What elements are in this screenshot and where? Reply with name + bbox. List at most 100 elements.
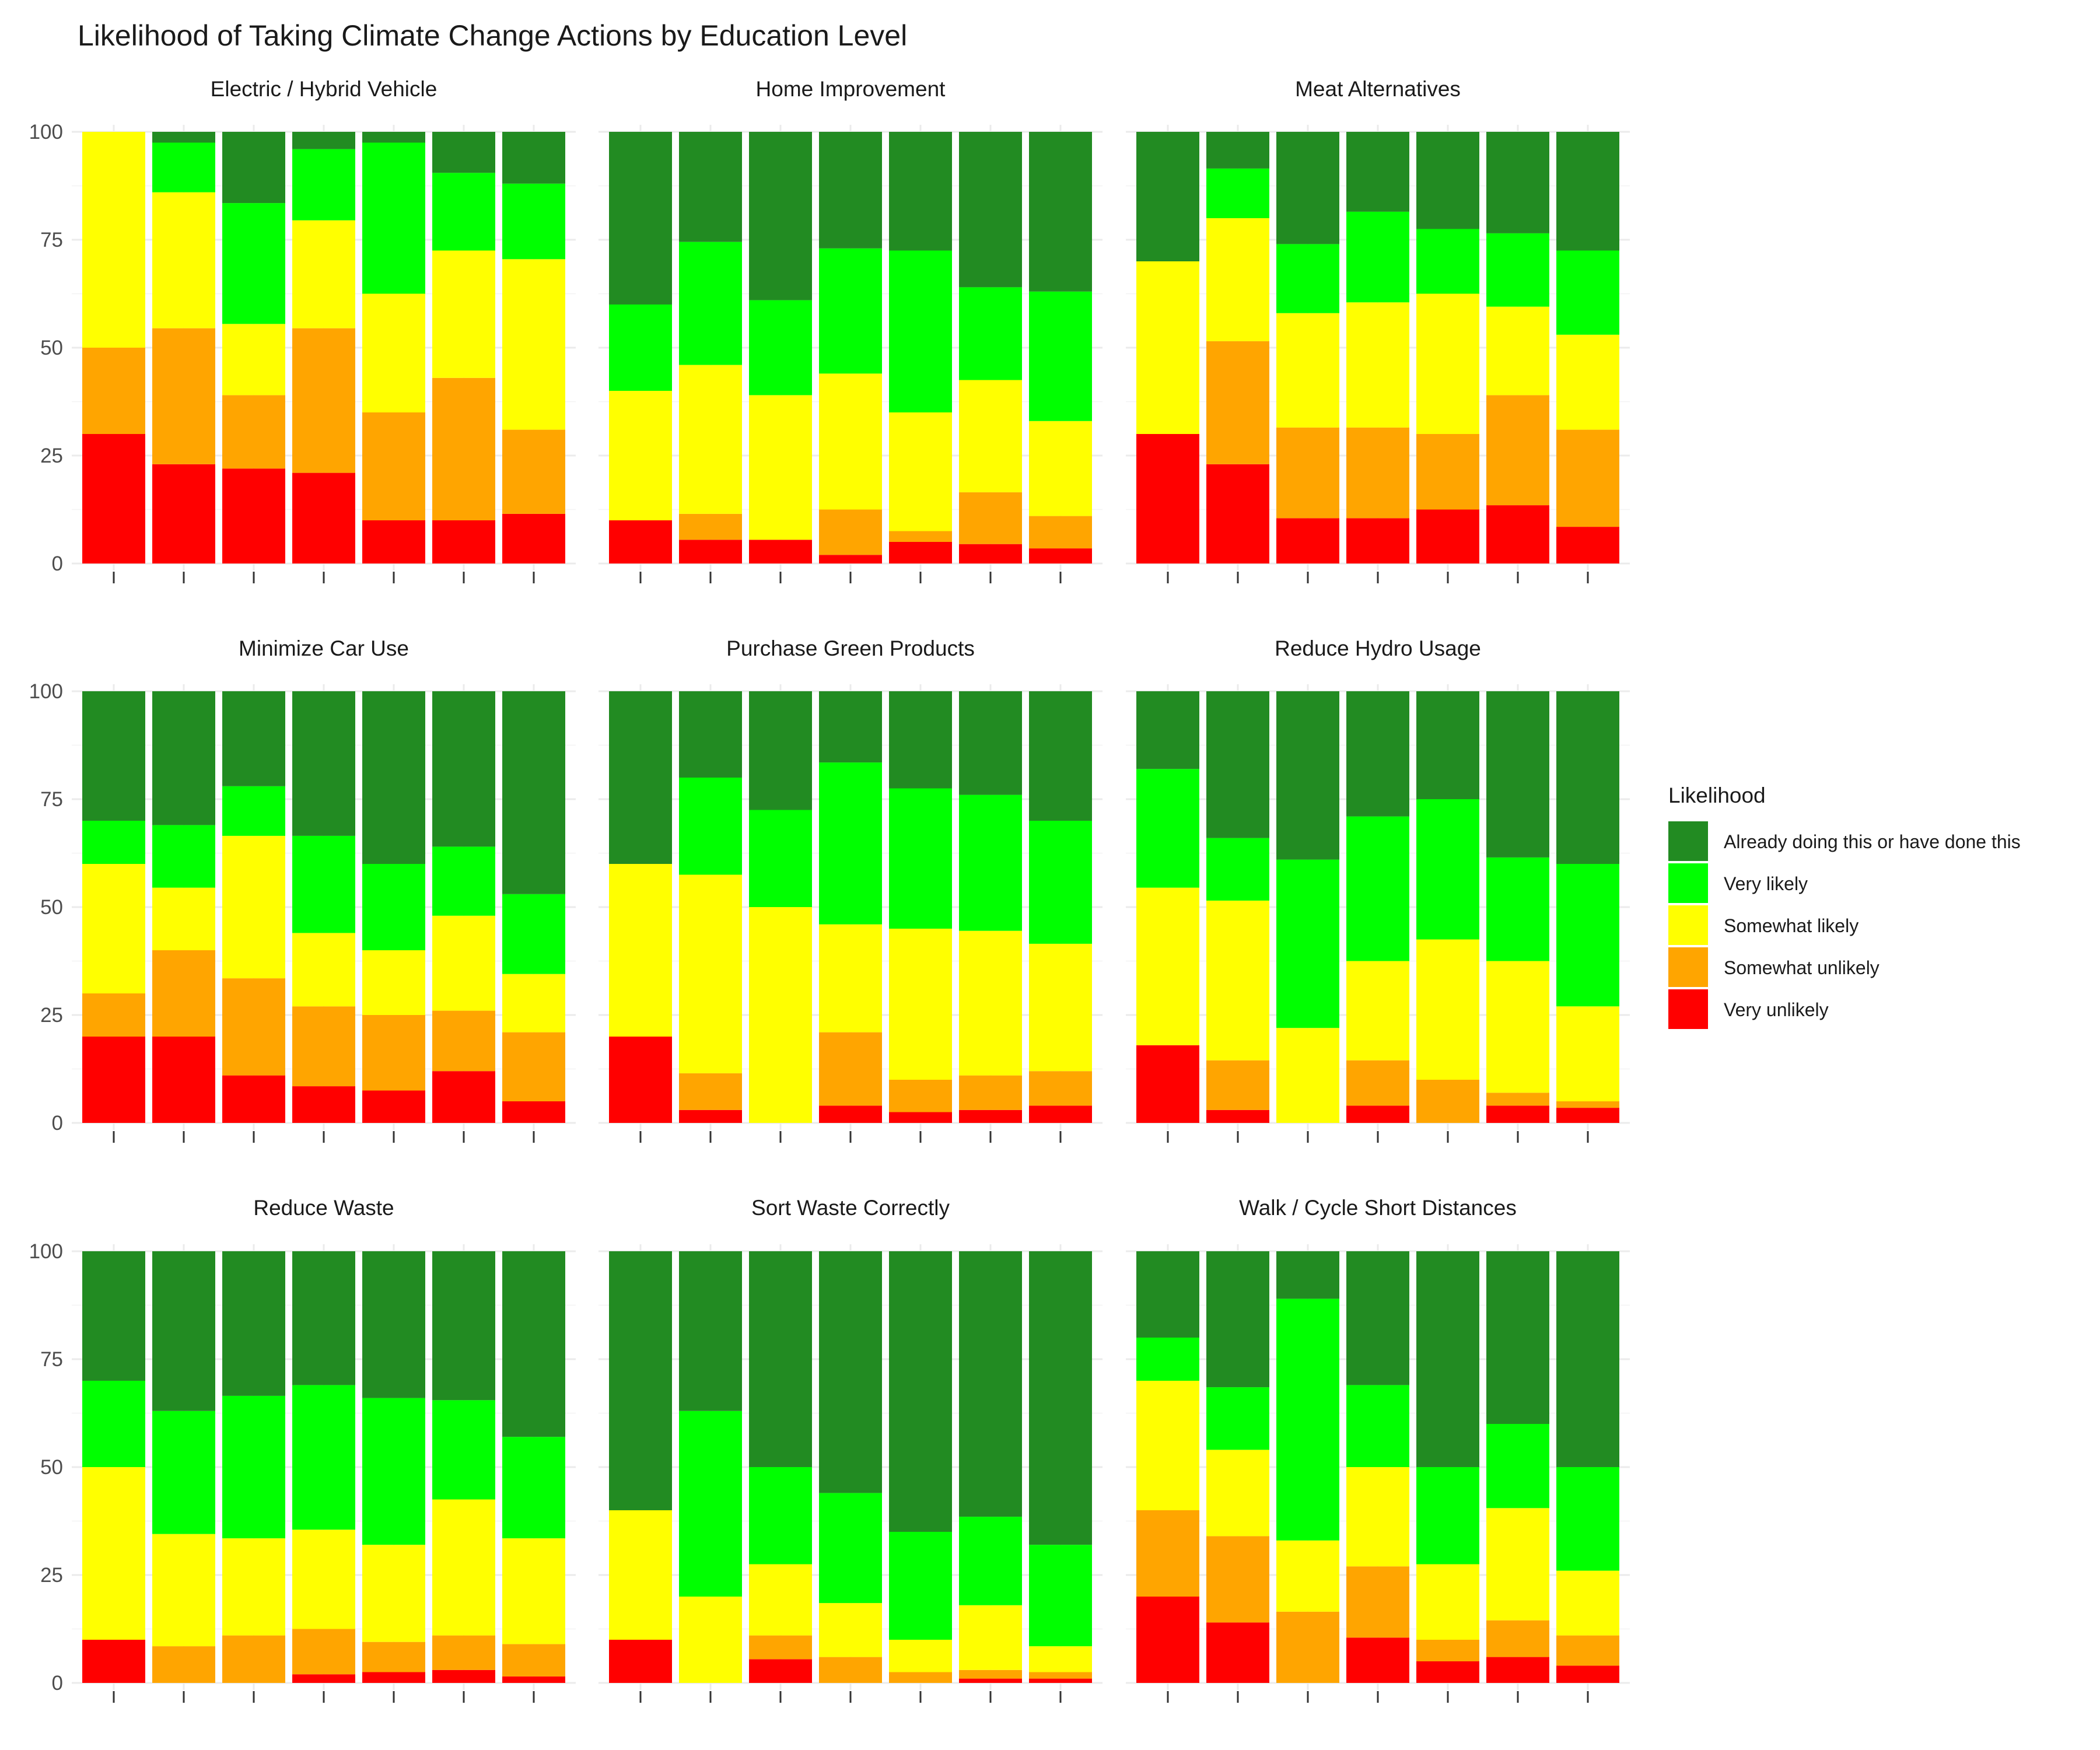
bar-segment	[1206, 168, 1269, 218]
bar-segment	[1486, 691, 1549, 858]
legend-swatch	[1668, 821, 1708, 861]
bar-segment	[1416, 691, 1479, 799]
bar-segment	[1029, 421, 1092, 516]
bar-segment	[1416, 939, 1479, 1080]
bar-segment	[362, 142, 425, 294]
bar-segment	[1416, 434, 1479, 510]
bar-segment	[959, 1110, 1022, 1123]
bar-segment	[679, 365, 742, 514]
bar-segment	[749, 907, 812, 1123]
y-tick-label: 100	[29, 1240, 63, 1263]
bar-segment	[609, 520, 672, 564]
bar-segment	[1486, 1657, 1549, 1683]
facet-panel: Purchase Green Products	[598, 636, 1102, 1143]
bar-segment	[1416, 132, 1479, 229]
bar-segment	[749, 1467, 812, 1564]
bar-segment	[82, 691, 145, 821]
bar-segment	[222, 1395, 285, 1539]
bar-segment	[1276, 859, 1339, 1028]
bar-segment	[502, 1676, 565, 1683]
bar-segment	[1206, 838, 1269, 901]
bar-segment	[889, 132, 952, 251]
bar-segment	[222, 395, 285, 469]
bar-segment	[1486, 1424, 1549, 1508]
bar-segment	[432, 691, 495, 847]
bar-segment	[889, 929, 952, 1080]
bar-segment	[222, 835, 285, 979]
bar-segment	[152, 1251, 215, 1411]
legend-label: Somewhat unlikely	[1724, 957, 1880, 978]
bar-segment	[432, 132, 495, 173]
bar-segment	[1136, 261, 1199, 434]
bar-segment	[222, 132, 285, 204]
bar-segment	[749, 1251, 812, 1467]
bar-segment	[432, 915, 495, 1011]
bar-segment	[292, 1251, 355, 1385]
bar-segment	[1136, 1510, 1199, 1597]
y-tick-label: 50	[40, 896, 63, 919]
bar-segment	[1346, 1637, 1409, 1683]
y-tick-label: 100	[29, 121, 63, 144]
bar-segment	[1029, 516, 1092, 549]
bar-segment	[889, 1640, 952, 1672]
legend: Likelihood Already doing this or have do…	[1668, 783, 2021, 1029]
bar-segment	[1556, 864, 1619, 1007]
bar-segment	[1486, 233, 1549, 307]
bar-segment	[1346, 302, 1409, 428]
bar-segment	[362, 864, 425, 950]
bar-segment	[1416, 1080, 1479, 1123]
bar-segment	[1276, 244, 1339, 313]
bar-segment	[819, 555, 882, 564]
facet-title: Home Improvement	[756, 77, 946, 101]
bar-segment	[1206, 132, 1269, 169]
bar-segment	[1029, 132, 1092, 292]
bar-segment	[1486, 1620, 1549, 1657]
bar-segment	[222, 1635, 285, 1683]
bar-segment	[292, 473, 355, 564]
bar-segment	[82, 821, 145, 864]
bar-segment	[432, 250, 495, 378]
bar-segment	[82, 864, 145, 993]
bar-segment	[1206, 218, 1269, 341]
bar-segment	[222, 978, 285, 1076]
y-tick-label: 75	[40, 229, 63, 251]
bar-segment	[362, 1545, 425, 1642]
bar-segment	[82, 1251, 145, 1381]
bar-segment	[1346, 211, 1409, 303]
bar-segment	[1556, 527, 1619, 564]
bar-segment	[819, 1251, 882, 1493]
bar-segment	[1276, 691, 1339, 860]
bar-segment	[1029, 821, 1092, 944]
bar-segment	[362, 1642, 425, 1672]
bar-segment	[889, 412, 952, 531]
legend-swatch	[1668, 947, 1708, 987]
bar-segment	[819, 509, 882, 555]
bar-segment	[82, 348, 145, 434]
bar-segment	[1206, 1450, 1269, 1536]
bar-segment	[1486, 395, 1549, 506]
bar-segment	[609, 1640, 672, 1683]
bar-segment	[889, 1672, 952, 1683]
bar-segment	[609, 132, 672, 304]
bar-segment	[819, 924, 882, 1032]
bar-segment	[1206, 1251, 1269, 1388]
bar-segment	[1136, 1381, 1199, 1510]
bar-segment	[819, 1105, 882, 1123]
bar-segment	[1346, 518, 1409, 564]
bar-segment	[292, 835, 355, 933]
facet-panel: Reduce Waste 0 25 50 75 100	[29, 1196, 576, 1703]
bar-segment	[432, 1400, 495, 1500]
bar-segment	[152, 1646, 215, 1683]
bar-segment	[819, 132, 882, 249]
facet-title: Walk / Cycle Short Distances	[1239, 1196, 1517, 1220]
bar-segment	[749, 1564, 812, 1636]
bar-segment	[152, 132, 215, 143]
bar-segment	[1029, 691, 1092, 821]
bar-segment	[1136, 691, 1199, 769]
bar-segment	[1556, 1006, 1619, 1101]
bar-segment	[502, 183, 565, 260]
bar-segment	[1346, 691, 1409, 817]
facet-title: Minimize Car Use	[239, 636, 409, 660]
bar-segment	[432, 173, 495, 251]
bar-segment	[959, 380, 1022, 492]
